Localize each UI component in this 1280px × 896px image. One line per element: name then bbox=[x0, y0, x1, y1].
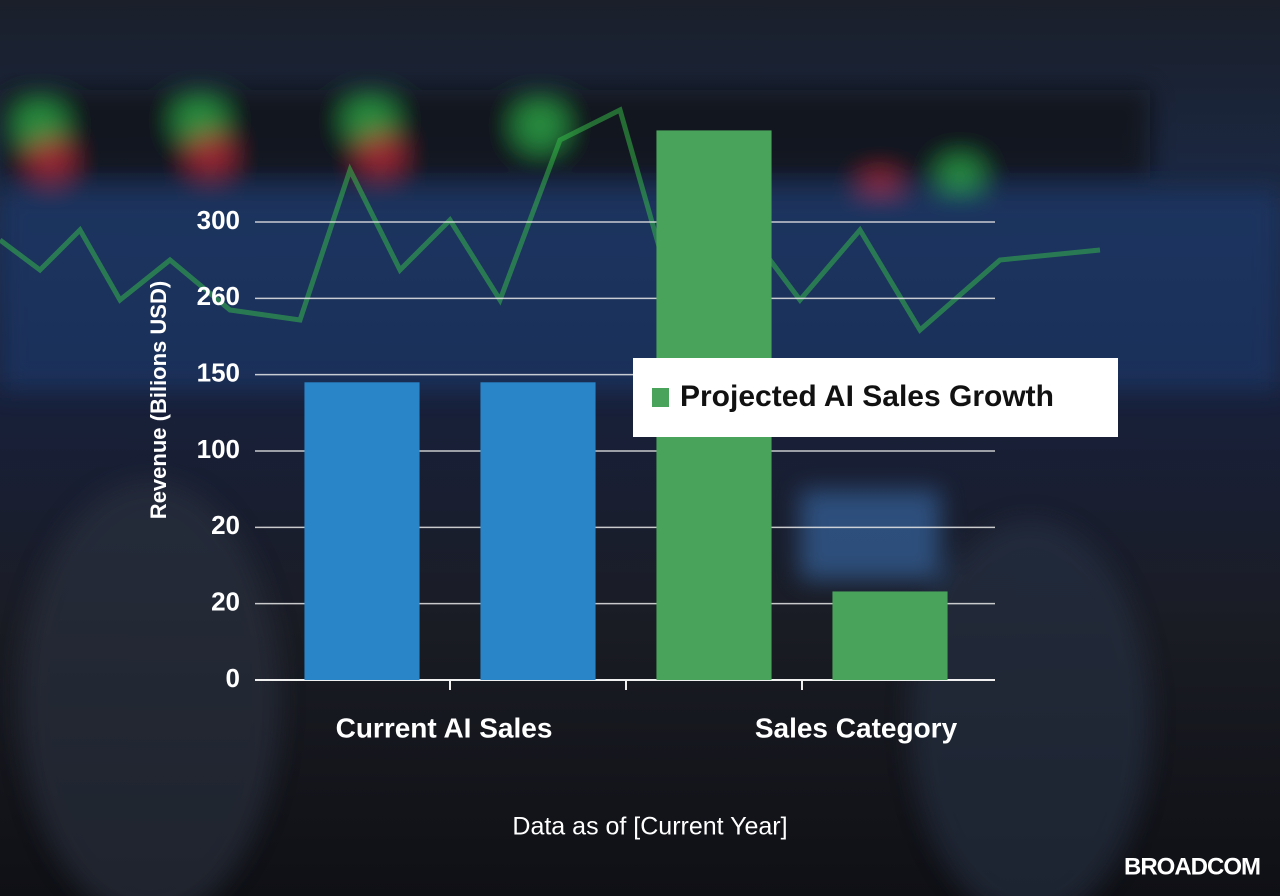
legend-box bbox=[633, 358, 1118, 437]
background-decor bbox=[0, 90, 1280, 896]
y-tick-label: 260 bbox=[197, 281, 240, 311]
y-tick-label: 100 bbox=[197, 434, 240, 464]
bar bbox=[304, 382, 420, 680]
y-tick-label: 150 bbox=[197, 358, 240, 388]
bar bbox=[480, 382, 596, 680]
logo: BROADCOM bbox=[1124, 853, 1260, 880]
legend: Projected AI Sales Growth bbox=[633, 358, 1118, 437]
background-ticker bbox=[0, 106, 1101, 334]
y-tick-label: 20 bbox=[211, 587, 240, 617]
x-axis-label: Sales Category bbox=[755, 712, 958, 743]
bar bbox=[832, 591, 948, 680]
y-tick-label: 300 bbox=[197, 205, 240, 235]
y-tick-label: 20 bbox=[211, 510, 240, 540]
y-axis-label: Revenue (Bilions USD) bbox=[146, 281, 171, 519]
legend-swatch bbox=[652, 388, 669, 407]
legend-label: Projected AI Sales Growth bbox=[680, 380, 1054, 413]
footnote: Data as of [Current Year] bbox=[512, 813, 787, 841]
y-tick-label: 0 bbox=[226, 663, 240, 693]
x-tick-label: Current AI Sales bbox=[336, 712, 553, 743]
